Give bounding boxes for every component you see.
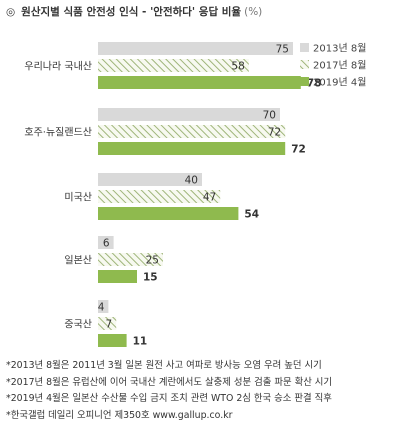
data-label: 47 [203,192,216,204]
data-label: 11 [133,336,148,348]
bar-chart: 우리나라 국내산 75 58 78 호주·뉴질랜드산 70 72 72 미국산 40 47 54 일본산… [24,42,366,348]
bar [98,42,293,55]
bar [98,334,127,347]
bar [98,59,249,72]
category-label: 일본산 [64,255,92,267]
footnote: *2019년 4월은 일본산 수산물 수입 금지 조치 관련 WTO 2심 한국… [6,393,332,404]
legend-swatch [300,60,309,69]
data-label: 78 [307,78,322,90]
bar [98,207,239,220]
data-label: 7 [106,319,113,331]
footnotes: *2013년 8월은 2011년 3월 일본 원전 사고 여파로 방사능 오염 … [6,358,332,424]
legend-label: 2017년 8월 [313,60,366,72]
category-label: 우리나라 국내산 [24,61,92,73]
data-label: 58 [231,61,244,73]
data-label: 15 [143,272,158,284]
bar [98,190,221,203]
category-label: 중국산 [64,319,92,331]
footnote: *2017년 8월은 유럽산에 이어 국내산 계란에서도 살충제 성분 검출 파… [6,376,333,388]
category-label: 미국산 [64,192,92,204]
data-label: 70 [263,110,276,122]
data-label: 75 [276,44,289,56]
title-unit: (%) [244,6,263,18]
legend-label: 2019년 4월 [313,77,366,89]
bar [98,142,286,155]
bar [98,317,117,330]
bar [98,125,286,138]
legend-swatch [300,77,309,86]
data-label: 54 [244,209,259,221]
footnote: *한국갤럽 데일리 오피니언 제350호 www.gallup.co.kr [6,409,233,421]
bar [98,270,137,283]
data-label: 40 [185,175,198,187]
category-label: 호주·뉴질랜드산 [24,127,92,139]
data-label: 6 [103,238,110,250]
bar [98,300,109,313]
data-label: 72 [291,144,306,156]
data-label: 25 [146,255,159,267]
title-text: 원산지별 식품 안전성 인식 - '안전하다' 응답 비율 [21,6,242,18]
chart-title: ◎ 원산지별 식품 안전성 인식 - '안전하다' 응답 비율 (%) [6,4,262,19]
footnote: *2013년 8월은 2011년 3월 일본 원전 사고 여파로 방사능 오염 … [6,360,322,371]
bar [98,173,202,186]
bar [98,236,114,249]
data-label: 4 [98,302,105,314]
legend-swatch [300,43,309,52]
bar [98,108,280,121]
bar [98,76,301,89]
data-label: 72 [268,127,281,139]
title-marker: ◎ [6,6,16,18]
legend-label: 2013년 8월 [313,43,366,55]
bar [98,253,163,266]
